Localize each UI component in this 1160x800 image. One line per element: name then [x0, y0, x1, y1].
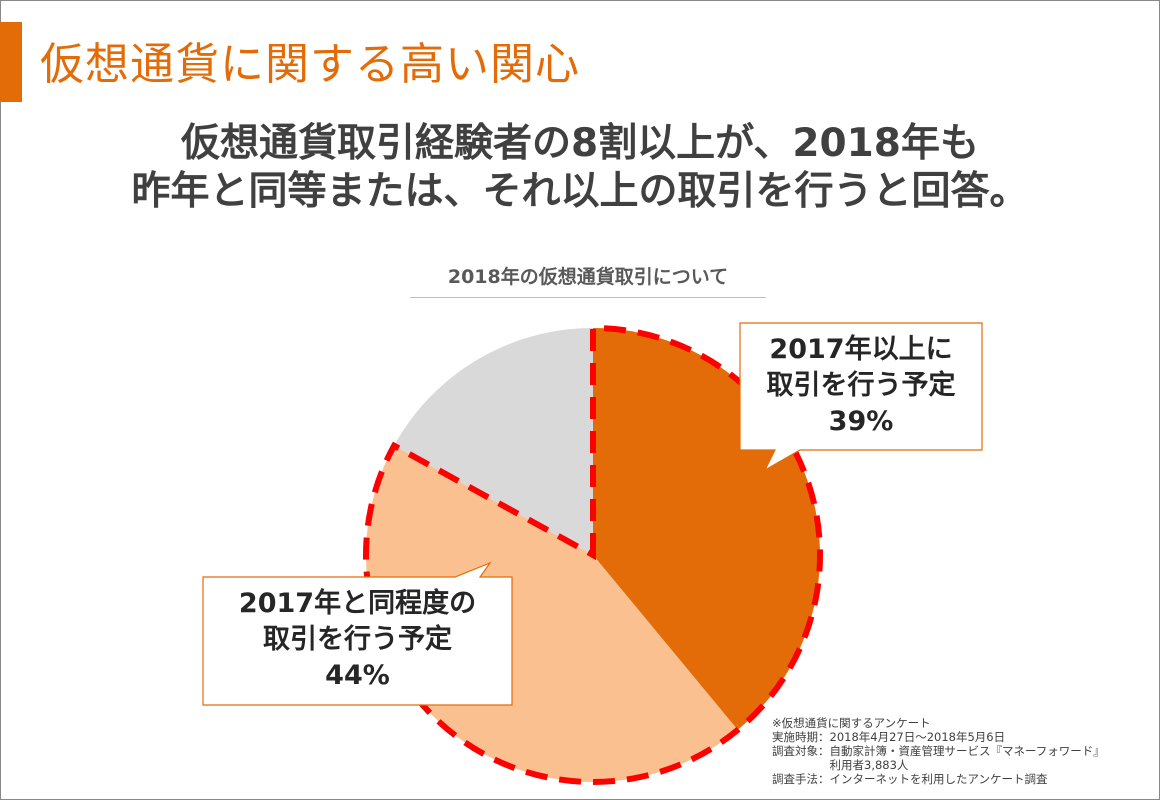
footnote-line: 調査手法：インターネットを利用したアンケート調査 — [772, 772, 1048, 786]
callout-percent: 39% — [828, 406, 894, 437]
callout-text: 2017年と同程度の — [238, 588, 477, 619]
callout-box-2 — [202, 561, 513, 706]
headline-line-1: 仮想通貨取引経験者の8割以上が、2018年も — [181, 121, 979, 166]
pie-slice-2 — [394, 328, 593, 555]
slide-title: 仮想通貨に関する高い関心 — [40, 39, 580, 90]
footnote: ※仮想通貨に関するアンケート 実施時期：2018年4月27日～2018年5月6日… — [772, 716, 1105, 786]
callout-percent: 44% — [325, 660, 390, 691]
footnote-line: 利用者3,883人 — [772, 758, 909, 772]
footnote-line: ※仮想通貨に関するアンケート — [772, 716, 931, 730]
footnote-line: 実施時期：2018年4月27日～2018年5月6日 — [772, 730, 1006, 744]
callout-text: 取引を行う予定 — [766, 370, 956, 401]
callout-same-as-2017: 2017年と同程度の 取引を行う予定 44% — [203, 586, 512, 694]
footnote-line: 調査対象：自動家計簿・資産管理サービス『マネーフォワード』 — [772, 744, 1105, 758]
callout-box-1 — [739, 322, 983, 472]
callout-text: 取引を行う予定 — [263, 624, 452, 655]
title-accent-bar — [0, 22, 22, 102]
chart-title: 2018年の仮想通貨取引について — [410, 262, 766, 298]
callout-above-2017: 2017年以上に 取引を行う予定 39% — [740, 332, 982, 440]
callout-text: 2017年以上に — [769, 334, 953, 365]
headline-line-2: 昨年と同等または、それ以上の取引を行うと回答。 — [131, 169, 1029, 214]
